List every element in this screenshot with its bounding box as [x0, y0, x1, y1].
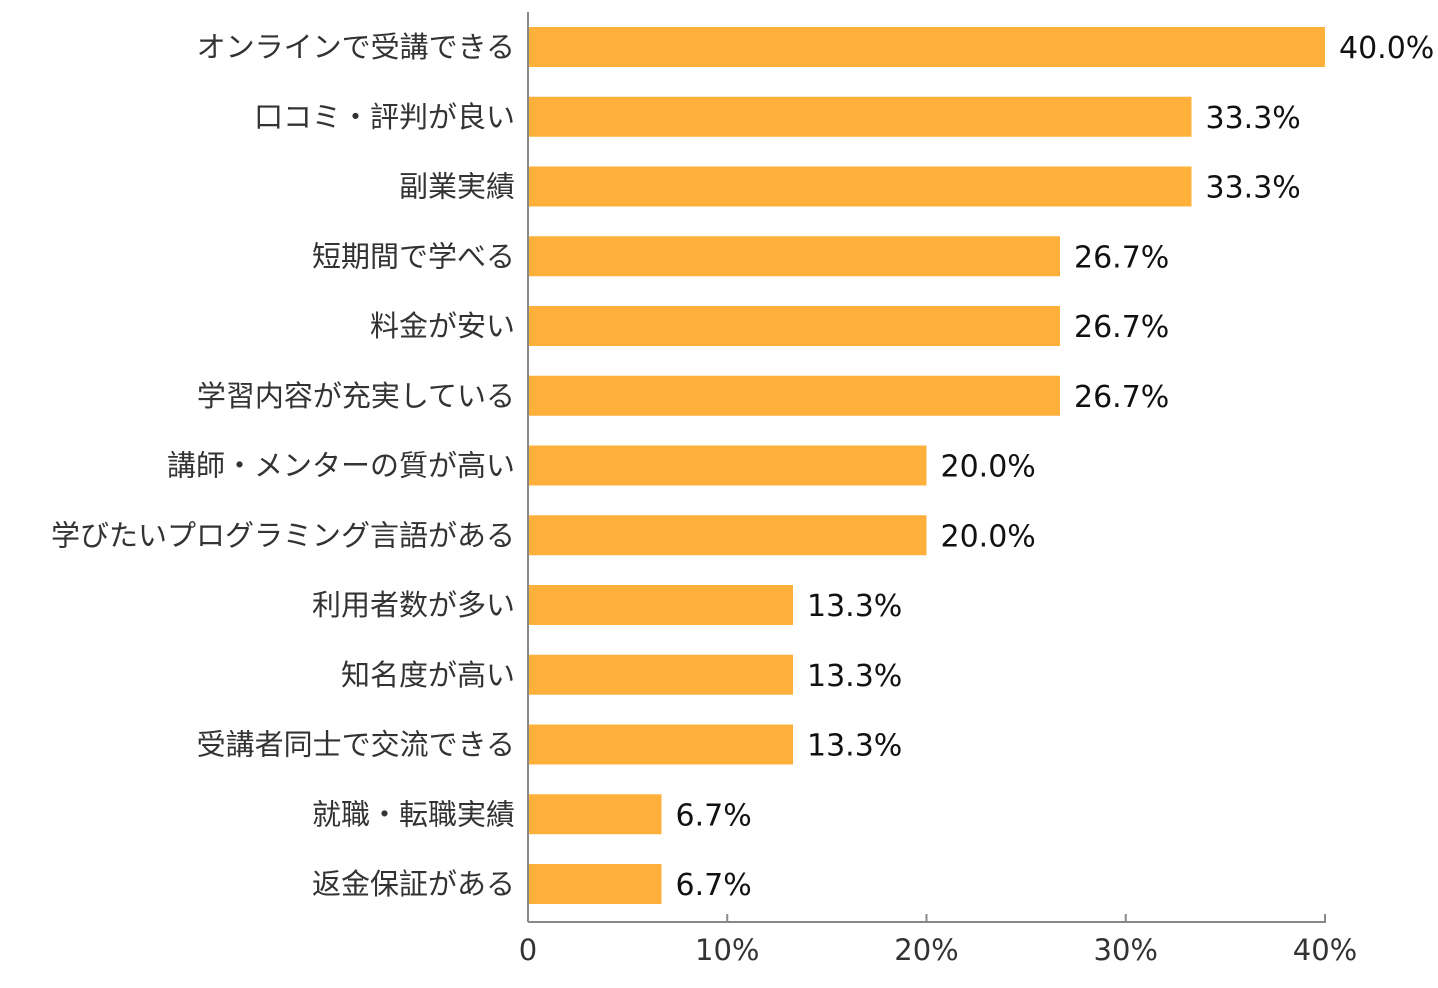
value-label: 33.3%	[1206, 171, 1301, 206]
bar	[529, 375, 1060, 416]
x-tick-label: 40%	[1293, 933, 1357, 967]
category-label: 副業実績	[399, 170, 515, 204]
x-tick-label: 20%	[894, 933, 958, 967]
value-label: 6.7%	[676, 868, 752, 903]
value-label: 40.0%	[1339, 31, 1434, 66]
category-label: 短期間で学べる	[312, 239, 515, 273]
value-label: 26.7%	[1074, 380, 1169, 415]
bar	[529, 445, 927, 486]
bar	[529, 585, 793, 625]
bar	[529, 166, 1192, 207]
value-label: 26.7%	[1074, 240, 1169, 275]
value-label: 13.3%	[807, 659, 902, 694]
category-label: 料金が安い	[370, 309, 515, 343]
bar	[529, 864, 662, 904]
category-label: 返金保証がある	[312, 867, 515, 901]
x-tick-label: 0	[519, 933, 537, 967]
category-label: 講師・メンターの質が高い	[167, 449, 515, 483]
value-label: 6.7%	[676, 798, 752, 833]
value-label: 20.0%	[941, 450, 1036, 485]
x-tick-label: 10%	[695, 933, 759, 967]
bar	[529, 27, 1325, 67]
category-label: 知名度が高い	[341, 658, 515, 692]
category-label: 学びたいプログラミング言語がある	[51, 518, 515, 552]
bar	[529, 236, 1060, 277]
category-label: 就職・転職実績	[312, 797, 515, 831]
value-label: 13.3%	[807, 589, 902, 624]
category-label: 口コミ・評判が良い	[254, 100, 515, 134]
bar	[529, 724, 793, 765]
value-label: 33.3%	[1206, 101, 1301, 136]
bar	[529, 96, 1192, 137]
category-label: 学習内容が充実している	[197, 379, 515, 413]
category-label: 利用者数が多い	[312, 588, 515, 622]
value-label: 26.7%	[1074, 310, 1169, 345]
category-label: 受講者同士で交流できる	[197, 728, 515, 762]
x-tick-label: 30%	[1094, 933, 1158, 967]
bar	[529, 654, 793, 695]
bar	[529, 306, 1060, 346]
bar	[529, 515, 927, 556]
value-label: 20.0%	[941, 519, 1036, 554]
bar	[529, 794, 662, 835]
value-label: 13.3%	[807, 729, 902, 764]
category-label: オンラインで受講できる	[197, 30, 515, 64]
